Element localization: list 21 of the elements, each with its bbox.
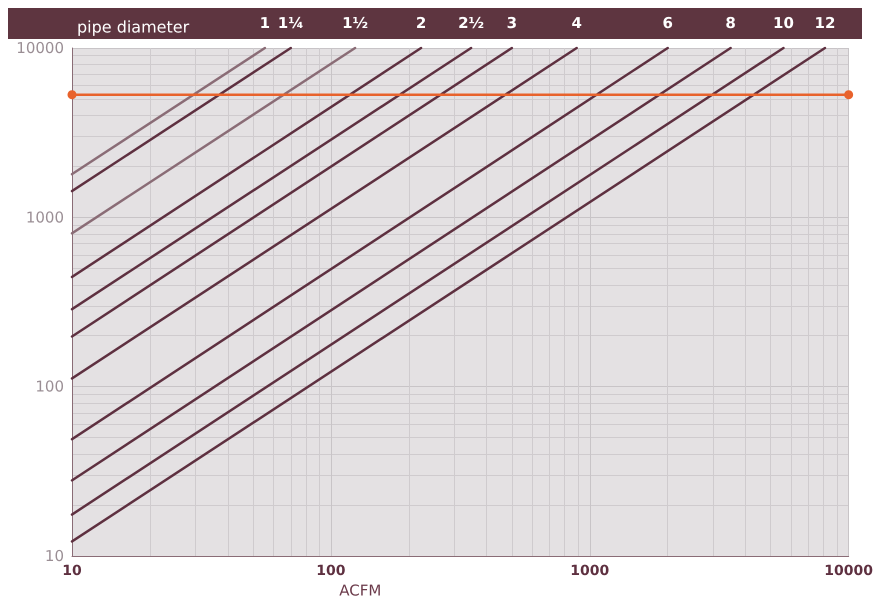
x-tick-label: 1000 [570, 563, 610, 580]
series-label: 1¼ [278, 14, 304, 32]
series-label: 12 [814, 14, 836, 32]
series-label: 2 [416, 14, 426, 32]
series-label: 1 [260, 14, 270, 32]
chart-title: pipe diameter [77, 18, 190, 36]
x-axis-title: ACFM [339, 582, 382, 600]
series-label: 1½ [342, 14, 368, 32]
y-tick-label: 10 [44, 547, 64, 566]
y-tick-label: 10000 [16, 39, 64, 57]
series-label: 3 [506, 14, 518, 32]
series-label: 2½ [458, 14, 484, 32]
series-label: 6 [662, 14, 673, 32]
series-label: 4 [571, 14, 582, 32]
x-tick-label: 10 [62, 563, 82, 580]
y-tick-label: 100 [35, 378, 64, 396]
y-tick-label: 1000 [26, 208, 64, 226]
x-tick-label: 10000 [824, 563, 874, 580]
x-tick-label: 100 [316, 563, 346, 580]
series-label: 10 [773, 14, 794, 32]
series-label: 8 [725, 14, 736, 32]
